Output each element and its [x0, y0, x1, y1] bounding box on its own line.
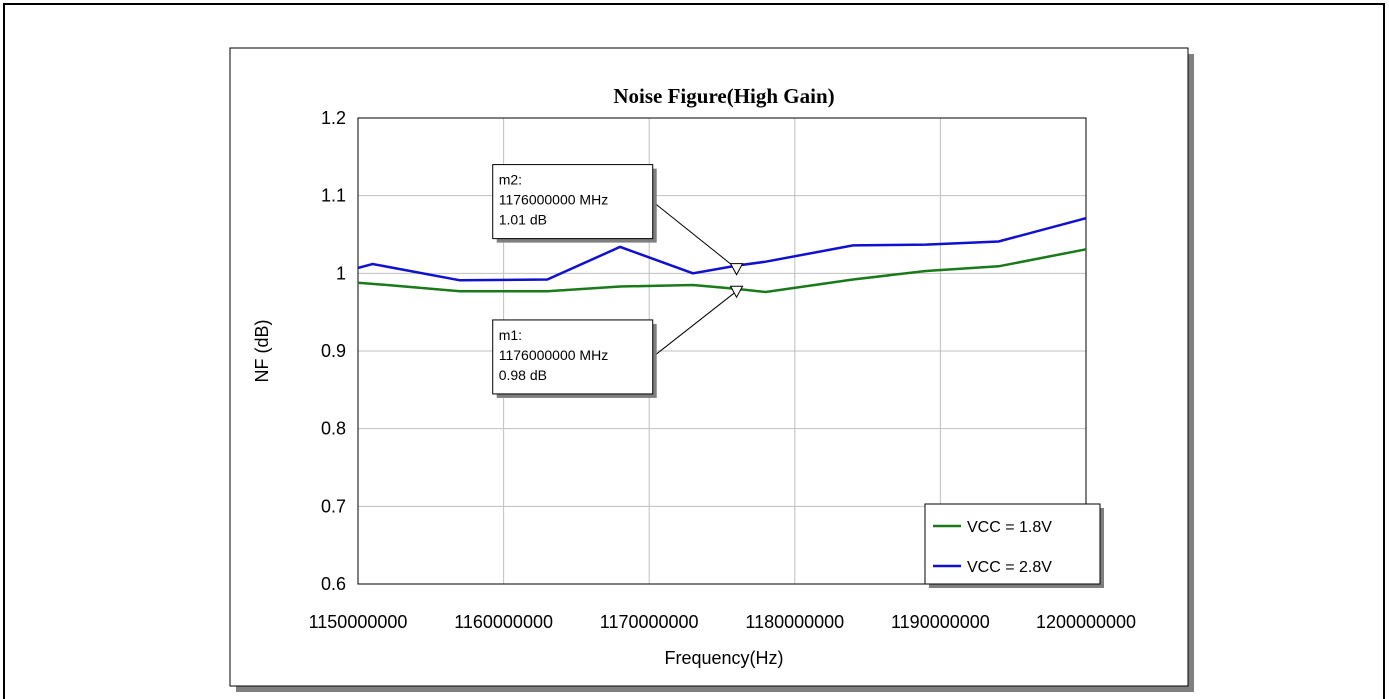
- marker-text-m1: 1176000000 MHz: [499, 347, 608, 363]
- y-tick-label: 0.9: [321, 341, 346, 361]
- x-tick-label: 1190000000: [891, 612, 990, 632]
- x-axis-label: Frequency(Hz): [664, 648, 783, 668]
- chart-panel: [229, 47, 1189, 687]
- x-tick-label: 1200000000: [1036, 612, 1136, 632]
- marker-box-m1: [492, 319, 654, 395]
- markers: m2: 1176000000 MHz 1.01 dB m1: 1176000000 MH…: [492, 164, 744, 398]
- x-tick-label: 1150000000: [309, 612, 408, 632]
- x-tick-labels: 1150000000 1160000000 1170000000 1180000000…: [309, 612, 1136, 632]
- marker-box-m2: [492, 164, 654, 240]
- plot-frame: [357, 117, 1087, 585]
- legend-label: VCC = 1.8V: [967, 519, 1052, 536]
- y-tick-label: 1: [336, 263, 346, 283]
- marker-triangle-m2[interactable]: [729, 263, 744, 276]
- x-tick-label: 1160000000: [454, 612, 553, 632]
- outer-frame: [3, 3, 1385, 699]
- marker-text-m2: 1.01 dB: [499, 212, 547, 228]
- marker-text-m2: 1176000000 MHz: [499, 192, 608, 208]
- legend: VCC = 1.8V VCC = 2.8V: [924, 503, 1104, 588]
- legend-box: [924, 503, 1101, 585]
- marker-text-m1: m1:: [499, 327, 522, 343]
- y-tick-label: 1.1: [321, 186, 346, 206]
- chart-title: Noise Figure(High Gain): [613, 84, 834, 108]
- marker-text-m2: m2:: [499, 172, 522, 188]
- y-tick-label: 0.7: [321, 496, 346, 516]
- y-tick-label: 0.8: [321, 419, 346, 439]
- marker-leader-m1: [652, 290, 737, 358]
- y-tick-labels: 0.6 0.7 0.8 0.9 1 1.1 1.2: [321, 108, 346, 594]
- x-tick-label: 1180000000: [745, 612, 844, 632]
- x-tick-label: 1170000000: [600, 612, 699, 632]
- y-tick-label: 0.6: [321, 574, 346, 594]
- series-line-1: [357, 248, 1087, 294]
- marker-text-m1: 0.98 dB: [499, 367, 547, 383]
- series-lines: [357, 216, 1087, 294]
- series-line-2: [357, 216, 1087, 282]
- marker-triangle-m1[interactable]: [729, 285, 744, 299]
- y-tick-label: 1.2: [321, 108, 346, 128]
- y-axis-label: NF (dB): [252, 320, 272, 383]
- legend-label: VCC = 2.8V: [967, 559, 1052, 576]
- marker-leader-m2: [652, 201, 737, 270]
